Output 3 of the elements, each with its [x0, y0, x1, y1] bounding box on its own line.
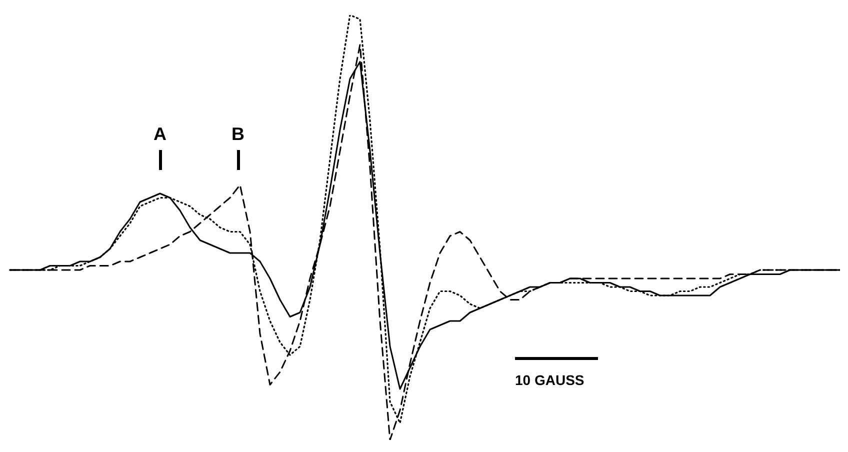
annotation: 10 GAUSS [515, 372, 584, 388]
annotation: B [230, 124, 246, 145]
annotation: A [152, 124, 168, 145]
